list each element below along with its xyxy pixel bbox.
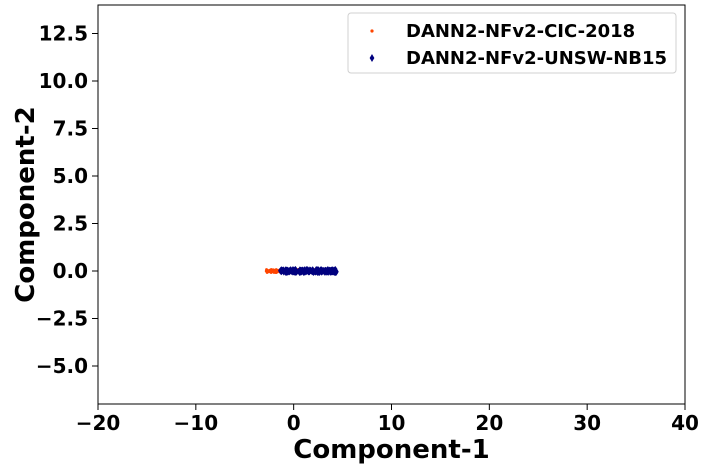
x-tick-label: 10 <box>378 411 406 435</box>
y-tick-label: 12.5 <box>39 22 88 46</box>
series-unsw-nb15-points <box>278 266 339 277</box>
data-point <box>272 270 276 273</box>
data-point <box>285 268 290 275</box>
data-point <box>298 266 303 273</box>
data-point <box>270 269 274 273</box>
y-tick-label: 0.0 <box>53 259 88 283</box>
y-tick-label: 5.0 <box>53 164 88 188</box>
plot-area-frame <box>97 4 686 405</box>
legend-marker-cic-2018 <box>370 29 374 33</box>
x-tick-label: −20 <box>76 411 121 435</box>
data-point <box>293 266 298 273</box>
y-axis-ticks: −5.0 −2.5 0.0 2.5 5.0 7.5 10.0 12.5 <box>36 22 98 378</box>
data-point <box>328 266 333 274</box>
y-tick-label: −5.0 <box>36 354 88 378</box>
x-axis-ticks: −20 −10 0 10 20 30 40 <box>76 404 699 435</box>
legend-label-unsw-nb15: DANN2-NFv2-UNSW-NB15 <box>406 48 667 69</box>
legend-box <box>347 12 677 74</box>
x-tick-label: 40 <box>671 411 699 435</box>
y-tick-label: −2.5 <box>36 307 88 331</box>
legend: DANN2-NFv2-CIC-2018 DANN2-NFv2-UNSW-NB15 <box>347 12 677 74</box>
x-tick-label: 0 <box>287 411 301 435</box>
x-tick-label: 30 <box>573 411 601 435</box>
data-point <box>313 268 318 276</box>
data-point <box>322 268 328 275</box>
data-point <box>319 269 324 276</box>
legend-label-cic-2018: DANN2-NFv2-CIC-2018 <box>406 21 635 42</box>
data-point <box>306 269 311 276</box>
legend-marker-unsw-nb15 <box>369 54 375 62</box>
data-point <box>310 266 316 273</box>
data-point <box>274 268 278 272</box>
x-axis-title: Component-1 <box>293 435 489 465</box>
data-point <box>266 269 270 273</box>
y-tick-label: 10.0 <box>39 69 88 93</box>
x-tick-label: −10 <box>174 411 219 435</box>
y-axis-title: Component-2 <box>11 106 41 302</box>
data-point <box>278 266 284 273</box>
y-tick-label: 2.5 <box>53 212 88 236</box>
y-tick-label: 7.5 <box>53 117 88 141</box>
x-tick-label: 20 <box>475 411 503 435</box>
data-point <box>334 268 339 275</box>
